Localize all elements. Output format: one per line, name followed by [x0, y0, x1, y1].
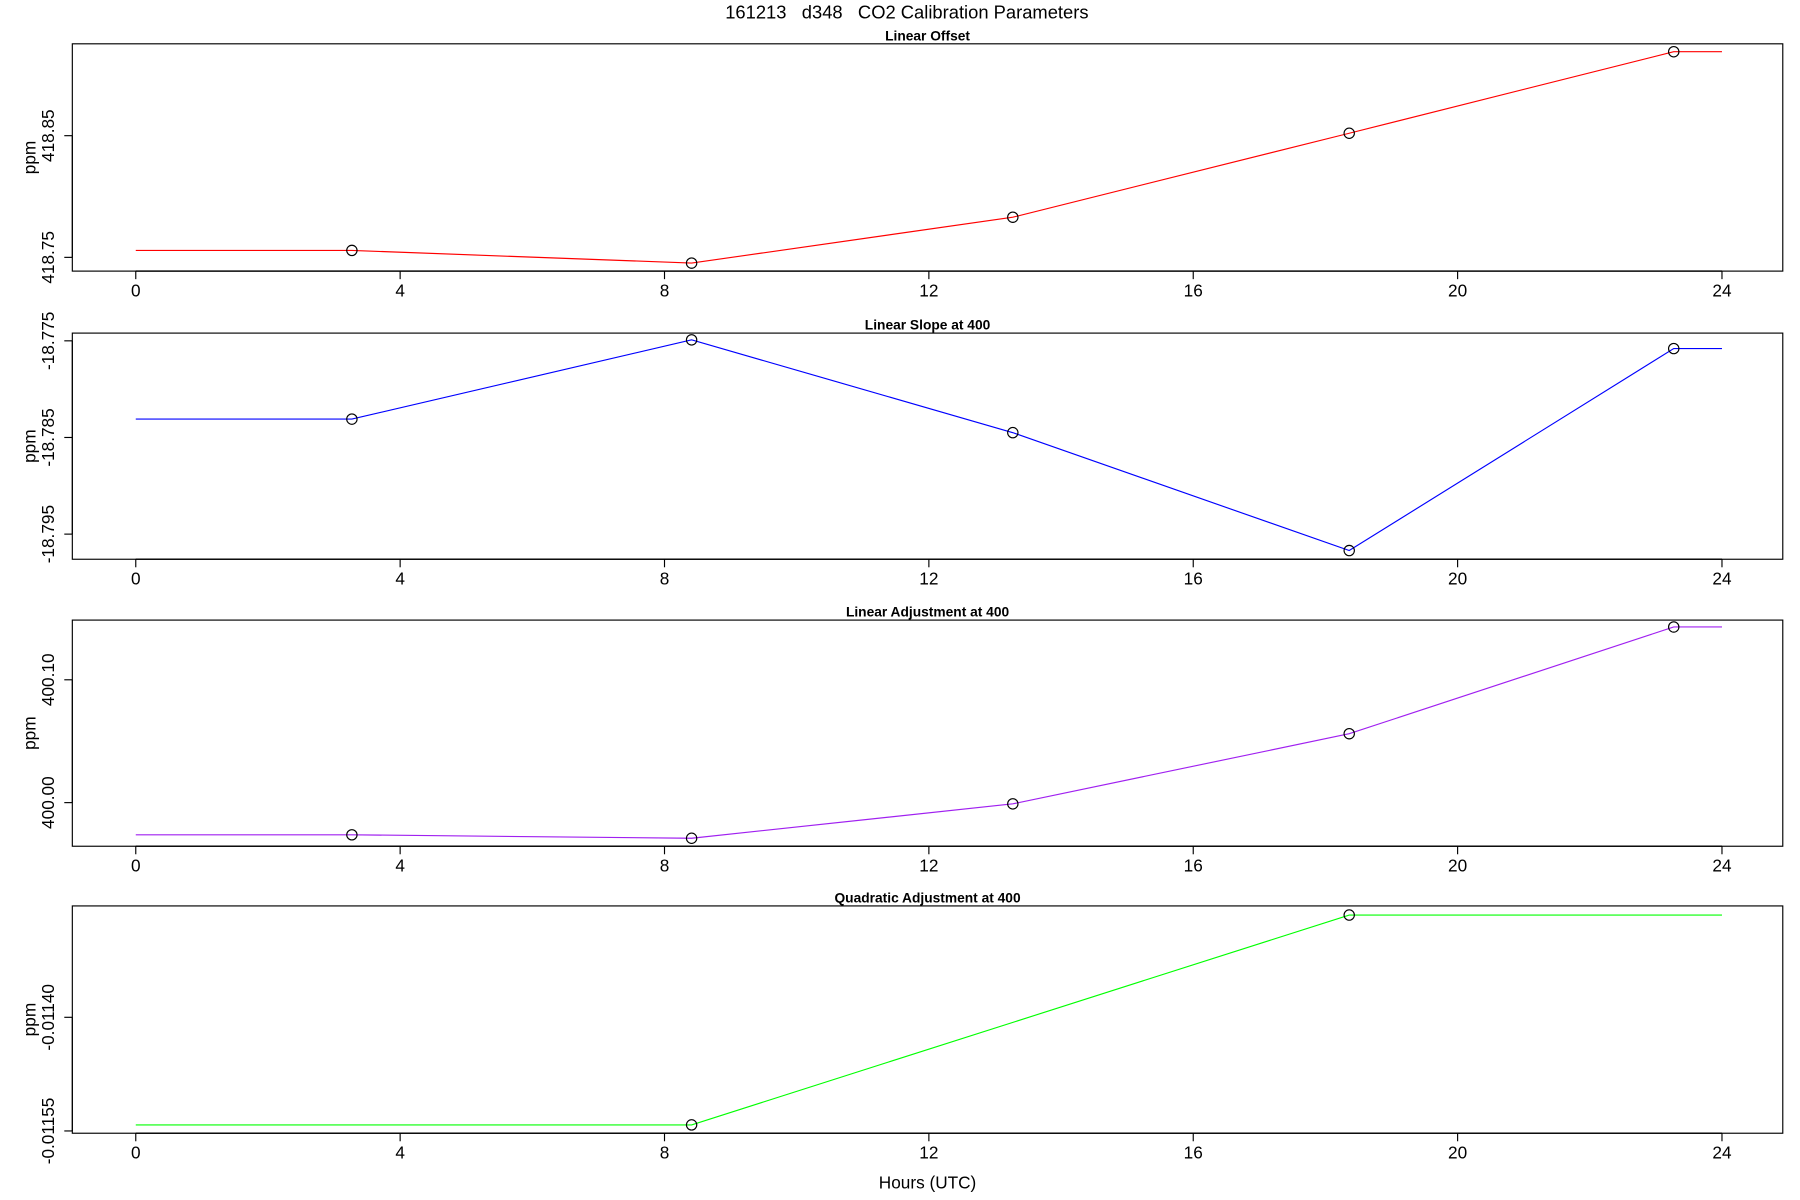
- series-line: [135, 51, 1722, 264]
- panel-title: Linear Offset: [885, 28, 970, 43]
- y-tick-label: -0.01140: [38, 984, 58, 1051]
- calibration-point: [1667, 45, 1680, 58]
- calibration-point: [685, 832, 698, 844]
- x-tick-label: 0: [131, 855, 141, 875]
- x-tick-label: 12: [919, 1142, 938, 1162]
- x-tick-label: 20: [1448, 569, 1467, 589]
- x-tick-label: 0: [131, 569, 141, 589]
- x-tick-label: 24: [1712, 855, 1732, 875]
- x-tick-label: 0: [131, 1142, 141, 1162]
- y-tick-label: -18.775: [38, 312, 58, 370]
- x-tick-label: 0: [131, 280, 141, 300]
- calibration-point: [1007, 426, 1019, 439]
- x-tick-label: 4: [395, 855, 405, 875]
- y-axis-label: ppm: [20, 1003, 40, 1036]
- calibration-point: [346, 413, 358, 425]
- plot-frame: [71, 43, 1784, 272]
- series-line: [135, 914, 1722, 1126]
- x-tick-label: 20: [1448, 280, 1467, 300]
- y-tick-label: -18.795: [38, 505, 58, 563]
- x-tick-label: 12: [919, 569, 938, 589]
- x-axis-label: Hours (UTC): [879, 1172, 976, 1192]
- calibration-point: [1343, 544, 1355, 557]
- x-tick-label: 16: [1184, 569, 1203, 589]
- y-axis-label: ppm: [20, 716, 40, 749]
- y-tick-label: -0.01155: [38, 1098, 58, 1165]
- y-axis-label: ppm: [20, 141, 40, 174]
- x-tick-label: 8: [660, 1142, 670, 1162]
- calibration-point: [685, 257, 698, 269]
- x-tick-label: 12: [919, 280, 938, 300]
- x-tick-label: 4: [395, 1142, 405, 1162]
- panel-title: Quadratic Adjustment at 400: [834, 890, 1020, 905]
- y-tick-label: 400.00: [38, 776, 58, 829]
- x-tick-label: 8: [660, 855, 670, 875]
- calibration-point: [1343, 127, 1355, 139]
- y-tick-label: 400.10: [38, 653, 58, 706]
- calibration-point: [1343, 909, 1355, 921]
- y-tick-label: 418.75: [38, 231, 58, 284]
- calibration-point: [1667, 621, 1680, 633]
- x-tick-label: 8: [660, 569, 670, 589]
- x-tick-label: 16: [1184, 280, 1203, 300]
- calibration-point: [346, 829, 358, 841]
- plot-frame: [71, 332, 1784, 560]
- x-tick-label: 16: [1184, 1142, 1203, 1162]
- series-line: [135, 339, 1722, 552]
- calibration-point: [685, 1119, 698, 1131]
- panel-title: Linear Slope at 400: [865, 318, 991, 333]
- x-tick-label: 20: [1448, 1142, 1467, 1162]
- x-tick-label: 24: [1712, 280, 1732, 300]
- calibration-point: [1007, 211, 1019, 223]
- y-axis-label: ppm: [20, 429, 40, 462]
- x-tick-label: 24: [1712, 1142, 1732, 1162]
- calibration-point: [1667, 342, 1680, 355]
- plot-frame: [71, 619, 1784, 847]
- x-tick-label: 16: [1184, 855, 1203, 875]
- y-tick-label: 418.85: [38, 109, 58, 162]
- main-title: 161213 d348 CO2 Calibration Parameters: [725, 2, 1088, 23]
- x-tick-label: 24: [1712, 569, 1732, 589]
- x-tick-label: 4: [395, 569, 405, 589]
- x-tick-label: 20: [1448, 855, 1467, 875]
- panel-title: Linear Adjustment at 400: [846, 605, 1010, 620]
- calibration-point: [685, 334, 698, 346]
- y-tick-label: -18.785: [38, 408, 58, 466]
- calibration-point: [1343, 727, 1355, 740]
- series-line: [135, 626, 1722, 839]
- x-tick-label: 8: [660, 280, 670, 300]
- calibration-point: [346, 244, 358, 257]
- calibration-point: [1007, 798, 1019, 810]
- x-tick-label: 12: [919, 855, 938, 875]
- plot-frame: [71, 905, 1784, 1134]
- x-tick-label: 4: [395, 280, 405, 300]
